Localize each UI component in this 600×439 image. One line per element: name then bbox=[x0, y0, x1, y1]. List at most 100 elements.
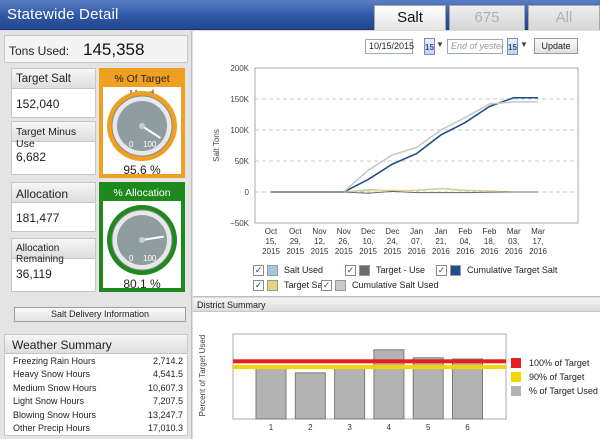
gauge-needle bbox=[141, 235, 164, 241]
legend-label: Salt Used bbox=[284, 265, 324, 275]
weather-row-value: 13,247.7 bbox=[147, 409, 183, 420]
x-tick-label: Feb 18, 2016 bbox=[481, 227, 499, 256]
x-tick-label: Oct 15, 2015 bbox=[262, 227, 280, 256]
end-calendar-icon[interactable]: 15 bbox=[507, 38, 518, 55]
weather-row-label: Heavy Snow Hours bbox=[13, 369, 91, 380]
x-tick-label: Nov 26, 2015 bbox=[335, 227, 353, 256]
y-tick-label: 200K bbox=[230, 64, 249, 73]
legend-checkbox[interactable]: ✓ bbox=[345, 264, 356, 276]
legend-target-salt[interactable]: ✓ Target Salt bbox=[253, 279, 327, 291]
start-date-input[interactable]: 10/15/2015 bbox=[365, 39, 414, 54]
plot-area bbox=[254, 67, 579, 224]
weather-row-label: Other Precip Hours bbox=[13, 422, 91, 433]
weather-summary-title: Weather Summary bbox=[5, 335, 187, 354]
legend-checkbox[interactable]: ✓ bbox=[253, 279, 264, 291]
legend-cumulative-target[interactable]: ✓ Cumulative Target Salt bbox=[436, 264, 557, 276]
legend-salt-used[interactable]: ✓ Salt Used bbox=[253, 264, 323, 276]
weather-row: Heavy Snow Hours 4,541.5 bbox=[5, 367, 187, 380]
y-tick-label: −50K bbox=[230, 219, 250, 228]
tons-used-value: 145,358 bbox=[83, 40, 145, 59]
district-bar-chart: 1 2 3 4 5 6 Percent of Target Used bbox=[198, 333, 507, 432]
allocation-remaining-value: 36,119 bbox=[16, 267, 52, 281]
gauge-needle bbox=[141, 125, 161, 139]
legend-label: Cumulative Target Salt bbox=[467, 265, 558, 275]
weather-row-value: 10,607.3 bbox=[147, 382, 183, 393]
y-tick-label: 50K bbox=[235, 157, 250, 166]
salt-chart-panel: 10/15/2015 15 ▼ End of yesterday 15 ▼ Up… bbox=[193, 31, 600, 297]
legend-swatch bbox=[267, 279, 278, 291]
tons-used-box: Tons Used: 145,358 bbox=[4, 35, 188, 63]
legend-swatch bbox=[335, 279, 346, 291]
weather-row-value: 7,207.5 bbox=[152, 396, 183, 407]
pct-allocation-value: 80.1 % bbox=[123, 277, 161, 291]
legend-pct-used: % of Target Used bbox=[511, 384, 598, 398]
weather-row: Freezing Rain Hours 2,714.2 bbox=[5, 354, 187, 367]
target-minus-use-value: 6,682 bbox=[16, 150, 47, 164]
bar-district-2[interactable] bbox=[294, 372, 326, 420]
weather-row: Light Snow Hours 7,207.5 bbox=[5, 394, 187, 407]
weather-row-label: Blowing Snow Hours bbox=[13, 409, 97, 420]
allocation-value: 181,477 bbox=[16, 211, 60, 225]
x-tick-label: Mar 03, 2016 bbox=[505, 227, 523, 256]
x-tick-label: Dec 24, 2015 bbox=[383, 227, 401, 256]
start-dropdown-icon[interactable]: ▼ bbox=[436, 40, 444, 49]
weather-row-value: 17,010.3 bbox=[147, 422, 183, 433]
legend-label: Target - Use bbox=[376, 265, 426, 275]
salt-delivery-button[interactable]: Salt Delivery Information bbox=[14, 307, 186, 322]
legend-90-target: 90% of Target bbox=[511, 370, 598, 384]
legend-swatch bbox=[267, 264, 278, 276]
bar-district-3[interactable] bbox=[334, 367, 366, 420]
bar-x-label: 3 bbox=[347, 423, 352, 432]
target-minus-use-box: Target Minus Use 6,682 bbox=[11, 121, 96, 175]
bar-x-label: 2 bbox=[308, 423, 313, 432]
end-dropdown-icon[interactable]: ▼ bbox=[520, 40, 528, 49]
allocation-label: Allocation bbox=[12, 183, 95, 203]
pct-target-gauge: 0 100 bbox=[107, 91, 177, 161]
allocation-remaining-label: Allocation Remaining bbox=[12, 239, 95, 265]
x-tick-label: Oct 29, 2015 bbox=[286, 227, 304, 256]
legend-label: Cumulative Salt Used bbox=[352, 280, 439, 290]
tons-used-label: Tons Used: bbox=[9, 44, 70, 58]
start-calendar-icon[interactable]: 15 bbox=[424, 38, 435, 55]
weather-row-label: Freezing Rain Hours bbox=[13, 356, 96, 366]
gauge-tick-100: 100 bbox=[143, 254, 157, 263]
weather-row-value: 2,714.2 bbox=[152, 356, 183, 366]
legend-target-use[interactable]: ✓ Target - Use bbox=[345, 264, 425, 276]
tab-all-hours[interactable]: All Hours bbox=[528, 5, 600, 50]
legend-checkbox[interactable]: ✓ bbox=[436, 264, 447, 276]
district-summary-title: District Summary bbox=[193, 298, 600, 312]
tab-salt[interactable]: Salt bbox=[374, 5, 446, 30]
legend-checkbox[interactable]: ✓ bbox=[321, 279, 332, 291]
legend-label: Target Salt bbox=[284, 280, 328, 290]
weather-row: Medium Snow Hours 10,607.3 bbox=[5, 381, 187, 394]
pct-allocation-gauge: 0 100 bbox=[107, 205, 177, 275]
target-salt-label: Target Salt bbox=[12, 69, 95, 89]
target-minus-use-label: Target Minus Use bbox=[12, 122, 95, 150]
weather-rows: Freezing Rain Hours 2,714.2 Heavy Snow Hou… bbox=[5, 354, 187, 434]
pct-allocation-gauge-label: % Allocation Used bbox=[103, 186, 181, 214]
weather-row: Blowing Snow Hours 13,247.7 bbox=[5, 408, 187, 421]
legend-100-target: 100% of Target bbox=[511, 356, 598, 370]
bar-x-label: 4 bbox=[387, 423, 392, 432]
weather-row-value: 4,541.5 bbox=[152, 369, 183, 380]
weather-row-label: Medium Snow Hours bbox=[13, 382, 97, 393]
tab-675-hours[interactable]: 675 Hours bbox=[449, 5, 525, 50]
x-tick-label: Jan 21, 2016 bbox=[432, 227, 450, 256]
bar-x-label: 6 bbox=[465, 423, 470, 432]
end-date-input[interactable]: End of yesterday bbox=[447, 39, 503, 54]
tab-bar: Salt 675 Hours All Hours bbox=[371, 5, 600, 50]
target-salt-value: 152,040 bbox=[16, 97, 60, 111]
bar-district-1[interactable] bbox=[255, 367, 287, 420]
district-summary-panel: District Summary 1 2 3 4 5 6 Percent of Target… bbox=[193, 298, 600, 439]
legend-swatch bbox=[359, 264, 370, 276]
legend-swatch bbox=[450, 264, 461, 276]
allocation-remaining-box: Allocation Remaining 36,119 bbox=[11, 238, 96, 292]
legend-checkbox[interactable]: ✓ bbox=[253, 264, 264, 276]
series-line-target-use bbox=[271, 190, 538, 194]
legend-cumulative-used[interactable]: ✓ Cumulative Salt Used bbox=[321, 279, 439, 291]
pct-target-gauge-box: % Of Target Used 0 100 95.6 % bbox=[99, 68, 185, 178]
update-button[interactable]: Update bbox=[534, 38, 578, 54]
weather-row-label: Light Snow Hours bbox=[13, 396, 85, 407]
x-tick-label: Mar 17, 2016 bbox=[529, 227, 547, 256]
bar-x-label: 5 bbox=[426, 423, 431, 432]
